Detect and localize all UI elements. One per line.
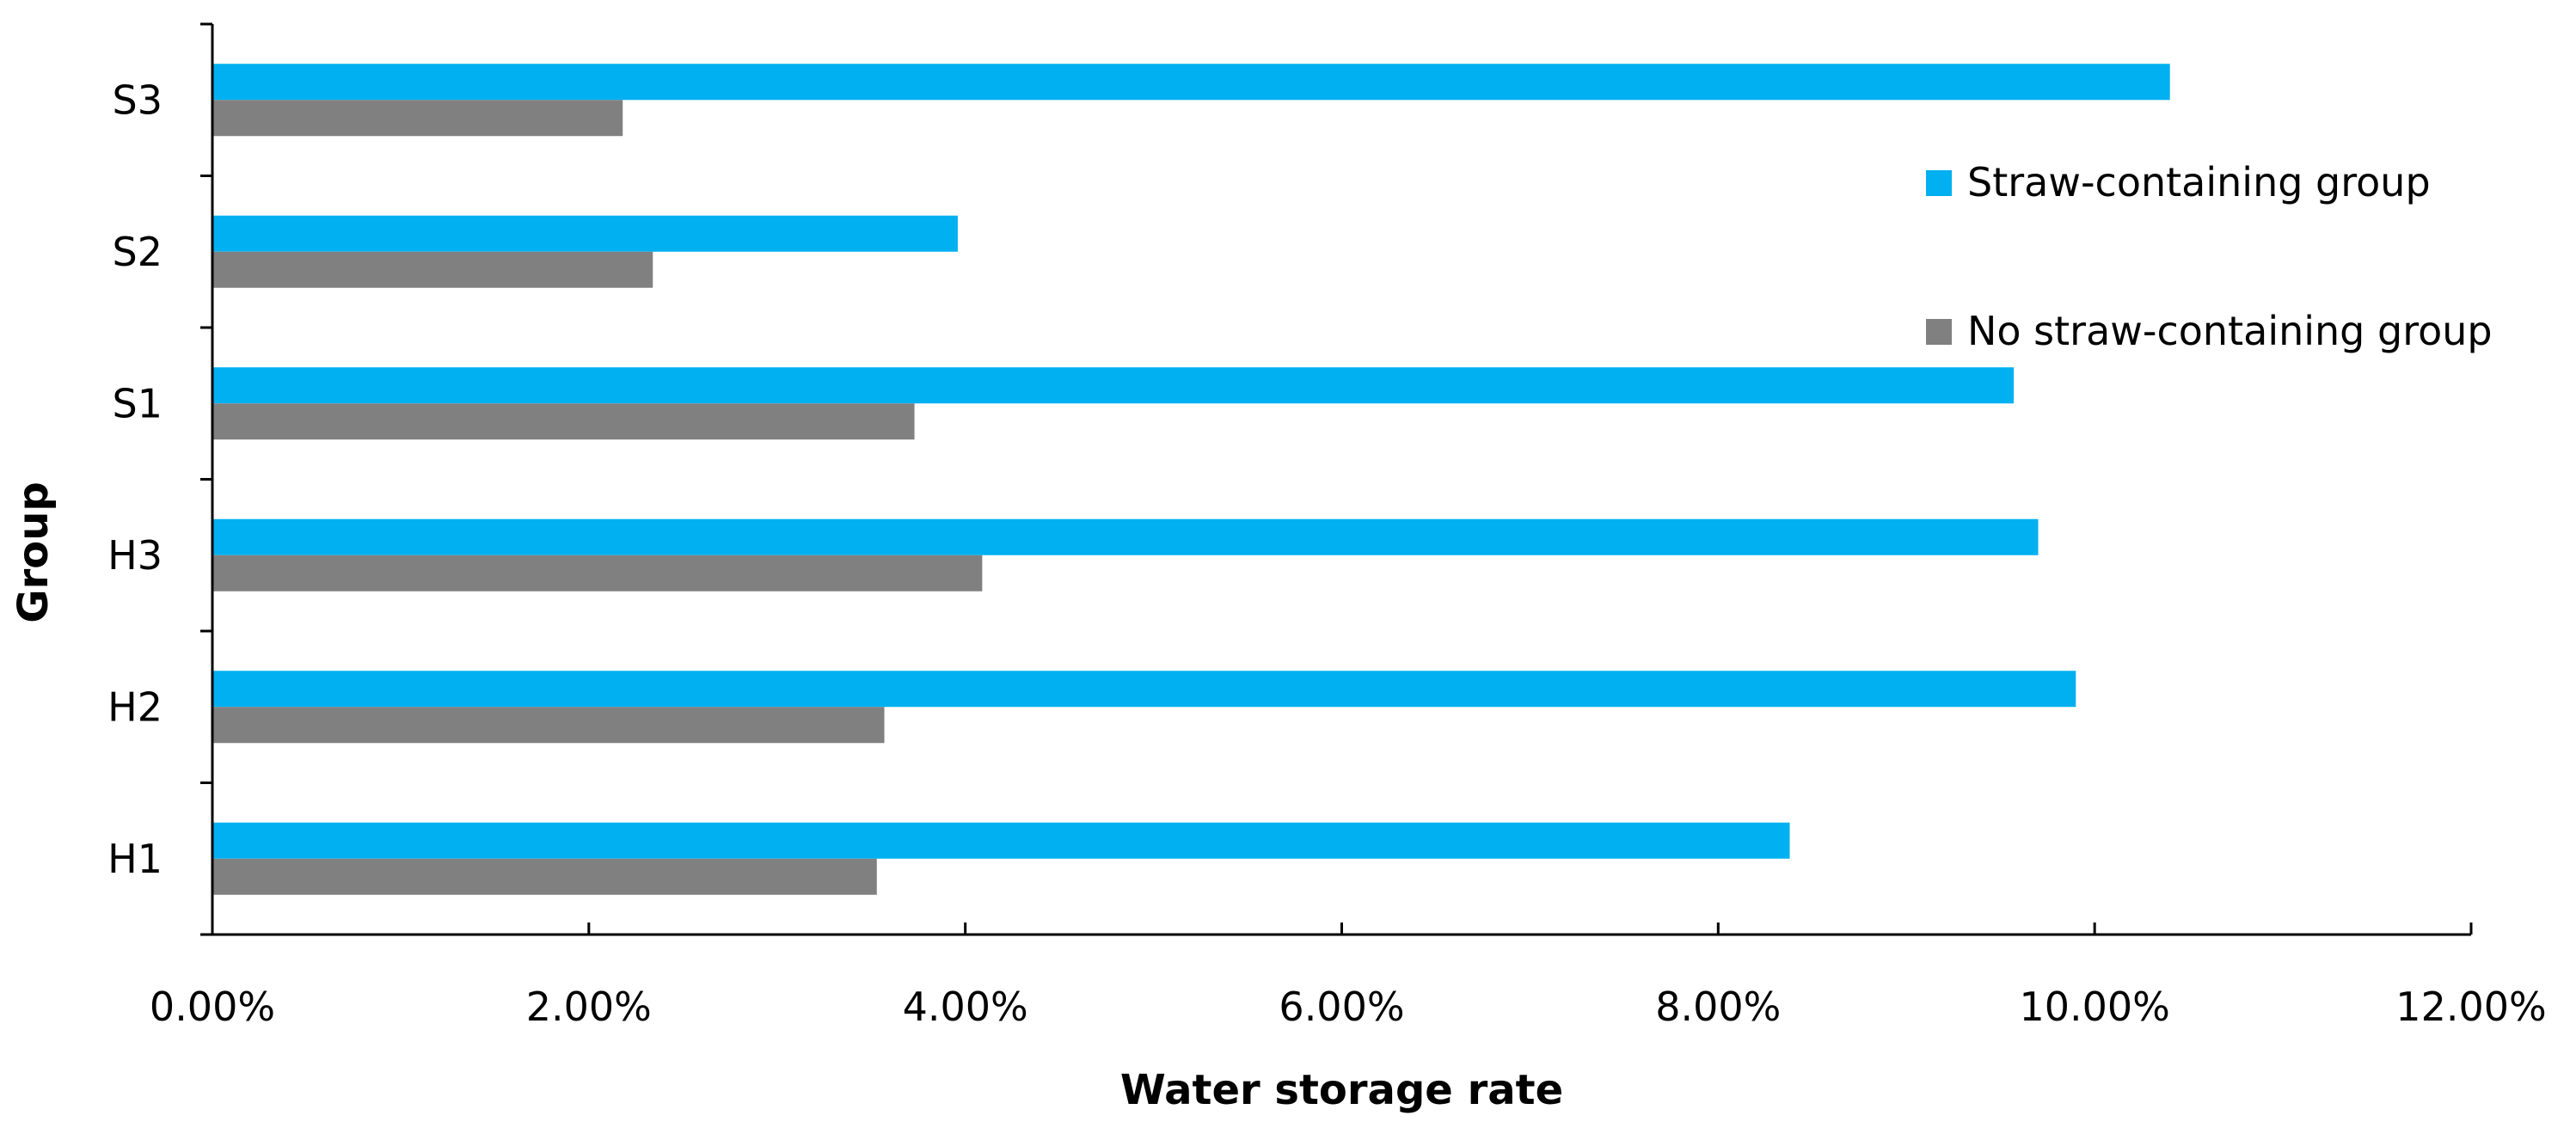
bar-s1-straw bbox=[212, 367, 2015, 404]
bar-h2-straw bbox=[212, 671, 2076, 708]
y-tick-label-s3: S3 bbox=[113, 77, 163, 123]
tick-labels: H1 H2 H3 S1 S2 S3 0.00% 2.00% 4.00% 6.00% 8.00% 10.… bbox=[107, 77, 2547, 1030]
bar-h1-no-straw bbox=[212, 858, 877, 895]
legend-swatch-no-straw bbox=[1926, 319, 1952, 345]
x-tick-label: 4.00% bbox=[903, 984, 1028, 1030]
bar-h3-no-straw bbox=[212, 555, 983, 592]
x-tick-label: 12.00% bbox=[2395, 984, 2546, 1030]
legend-label-straw: Straw-containing group bbox=[1967, 159, 2431, 205]
bar-s3-straw bbox=[212, 64, 2170, 101]
bar-s2-straw bbox=[212, 215, 958, 252]
x-tick-label: 8.00% bbox=[1655, 984, 1781, 1030]
bar-h1-straw bbox=[212, 822, 1790, 859]
x-tick-label: 0.00% bbox=[150, 984, 275, 1030]
bars bbox=[212, 64, 2170, 895]
legend-label-no-straw: No straw-containing group bbox=[1967, 308, 2493, 354]
y-axis-title: Group bbox=[9, 481, 58, 623]
bar-h2-no-straw bbox=[212, 707, 885, 744]
bar-s1-no-straw bbox=[212, 403, 915, 440]
legend: Straw-containing group No straw-containin… bbox=[1926, 159, 2493, 354]
legend-swatch-straw bbox=[1926, 170, 1952, 196]
axes bbox=[200, 22, 2473, 936]
y-tick-label-h1: H1 bbox=[107, 836, 163, 882]
y-tick-label-s1: S1 bbox=[113, 380, 163, 426]
bar-s3-no-straw bbox=[212, 100, 623, 137]
x-axis-title: Water storage rate bbox=[1120, 1066, 1563, 1114]
bar-h3-straw bbox=[212, 518, 2039, 555]
y-tick-label-h2: H2 bbox=[107, 683, 163, 730]
axis-titles: Water storage rate Group bbox=[9, 481, 1563, 1114]
x-tick-label: 10.00% bbox=[2019, 984, 2169, 1030]
y-tick-label-h3: H3 bbox=[107, 532, 163, 579]
x-tick-label: 2.00% bbox=[526, 984, 652, 1030]
y-tick-label-s2: S2 bbox=[113, 229, 163, 275]
x-tick-label: 6.00% bbox=[1279, 984, 1404, 1030]
bar-s2-no-straw bbox=[212, 251, 653, 288]
